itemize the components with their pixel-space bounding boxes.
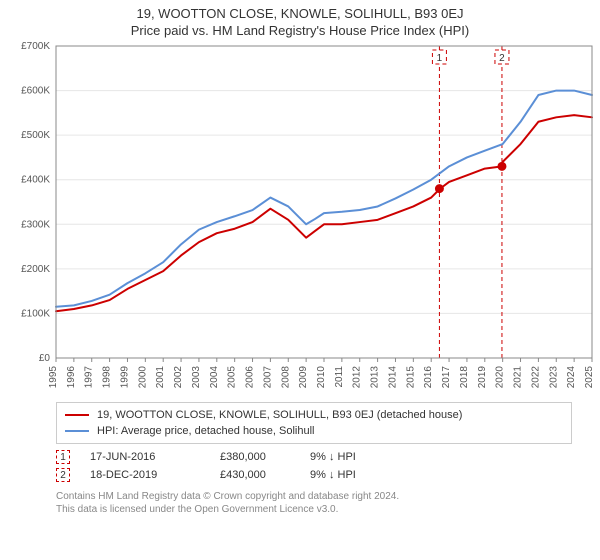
svg-text:£600K: £600K [21, 86, 50, 97]
footnote-line: This data is licensed under the Open Gov… [56, 503, 572, 516]
title-sub: Price paid vs. HM Land Registry's House … [0, 23, 600, 38]
svg-text:2015: 2015 [405, 366, 416, 389]
legend-label: 19, WOOTTON CLOSE, KNOWLE, SOLIHULL, B93… [97, 409, 462, 421]
svg-text:2024: 2024 [566, 366, 577, 389]
svg-text:2003: 2003 [191, 366, 202, 389]
svg-text:2018: 2018 [459, 366, 470, 389]
legend-swatch [65, 430, 89, 432]
event-row: 2 18-DEC-2019 £430,000 9% ↓ HPI [56, 466, 572, 484]
footnote-line: Contains HM Land Registry data © Crown c… [56, 490, 572, 503]
svg-text:£700K: £700K [21, 41, 50, 52]
svg-text:2019: 2019 [477, 366, 488, 389]
legend-item: HPI: Average price, detached house, Soli… [65, 423, 563, 439]
svg-text:2021: 2021 [513, 366, 524, 389]
svg-text:2010: 2010 [316, 366, 327, 389]
event-date: 18-DEC-2019 [90, 469, 200, 481]
svg-text:1998: 1998 [102, 366, 113, 389]
events-table: 1 17-JUN-2016 £380,000 9% ↓ HPI 2 18-DEC… [56, 448, 572, 484]
event-price: £380,000 [220, 451, 290, 463]
svg-text:2012: 2012 [352, 366, 363, 389]
title-main: 19, WOOTTON CLOSE, KNOWLE, SOLIHULL, B93… [0, 6, 600, 21]
svg-text:1995: 1995 [48, 366, 59, 389]
svg-text:2009: 2009 [298, 366, 309, 389]
chart-area: £0 £100K £200K £300K £400K £500K £600K £700K 199… [0, 38, 600, 398]
event-date: 17-JUN-2016 [90, 451, 200, 463]
svg-text:2006: 2006 [245, 366, 256, 389]
svg-text:£0: £0 [39, 353, 51, 364]
svg-text:2022: 2022 [530, 366, 541, 389]
svg-text:2017: 2017 [441, 366, 452, 389]
footnote: Contains HM Land Registry data © Crown c… [56, 490, 572, 516]
event-marker-icon: 2 [56, 468, 70, 482]
event-pct: 9% ↓ HPI [310, 469, 430, 481]
svg-text:2002: 2002 [173, 366, 184, 389]
svg-text:£100K: £100K [21, 308, 50, 319]
event-marker-icon: 1 [56, 450, 70, 464]
svg-text:2025: 2025 [584, 366, 595, 389]
svg-text:£400K: £400K [21, 175, 50, 186]
svg-text:1: 1 [437, 53, 443, 64]
svg-text:2008: 2008 [280, 366, 291, 389]
svg-text:2016: 2016 [423, 366, 434, 389]
event-pct: 9% ↓ HPI [310, 451, 430, 463]
legend-label: HPI: Average price, detached house, Soli… [97, 425, 315, 437]
legend: 19, WOOTTON CLOSE, KNOWLE, SOLIHULL, B93… [56, 402, 572, 444]
svg-text:2004: 2004 [209, 366, 220, 389]
legend-item: 19, WOOTTON CLOSE, KNOWLE, SOLIHULL, B93… [65, 407, 563, 423]
svg-text:2: 2 [499, 53, 505, 64]
legend-swatch [65, 414, 89, 416]
svg-text:2020: 2020 [495, 366, 506, 389]
svg-text:2013: 2013 [370, 366, 381, 389]
svg-text:2000: 2000 [137, 366, 148, 389]
line-chart: £0 £100K £200K £300K £400K £500K £600K £700K 199… [0, 38, 600, 398]
event-row: 1 17-JUN-2016 £380,000 9% ↓ HPI [56, 448, 572, 466]
chart-container: 19, WOOTTON CLOSE, KNOWLE, SOLIHULL, B93… [0, 0, 600, 560]
svg-text:£300K: £300K [21, 219, 50, 230]
svg-text:£200K: £200K [21, 264, 50, 275]
event-price: £430,000 [220, 469, 290, 481]
svg-text:2011: 2011 [334, 366, 345, 388]
svg-text:1997: 1997 [84, 366, 95, 389]
svg-text:2005: 2005 [227, 366, 238, 389]
titles: 19, WOOTTON CLOSE, KNOWLE, SOLIHULL, B93… [0, 0, 600, 38]
svg-text:2023: 2023 [548, 366, 559, 389]
svg-text:2001: 2001 [155, 366, 166, 389]
svg-text:1996: 1996 [66, 366, 77, 389]
svg-text:1999: 1999 [119, 366, 130, 389]
svg-text:2007: 2007 [262, 366, 273, 389]
svg-text:2014: 2014 [387, 366, 398, 389]
svg-text:£500K: £500K [21, 130, 50, 141]
